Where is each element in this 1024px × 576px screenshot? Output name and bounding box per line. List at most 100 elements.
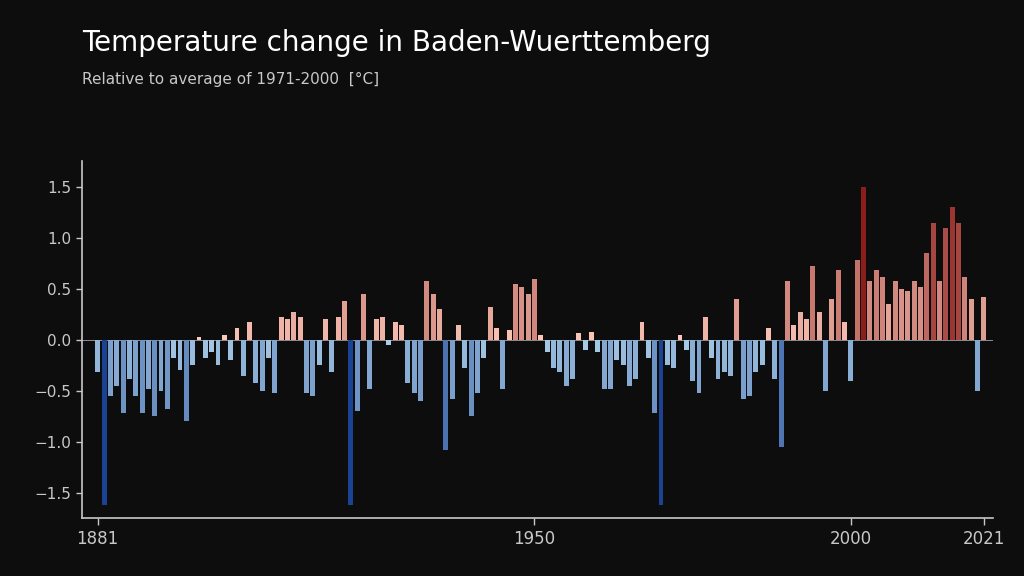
Bar bbox=[336, 317, 341, 340]
Bar bbox=[374, 320, 379, 340]
Bar bbox=[108, 340, 113, 396]
Bar bbox=[159, 340, 164, 391]
Bar bbox=[785, 281, 791, 340]
Bar bbox=[760, 340, 765, 365]
Bar bbox=[614, 340, 620, 360]
Bar bbox=[981, 297, 986, 340]
Bar bbox=[222, 335, 226, 340]
Bar bbox=[437, 309, 442, 340]
Bar bbox=[829, 299, 835, 340]
Bar bbox=[766, 328, 771, 340]
Bar bbox=[139, 340, 144, 414]
Bar bbox=[919, 287, 923, 340]
Bar bbox=[925, 253, 930, 340]
Bar bbox=[177, 340, 182, 370]
Bar bbox=[234, 328, 240, 340]
Bar bbox=[931, 222, 936, 340]
Bar bbox=[798, 312, 803, 340]
Bar bbox=[260, 340, 265, 391]
Bar bbox=[893, 281, 898, 340]
Bar bbox=[304, 340, 309, 393]
Bar bbox=[241, 340, 246, 376]
Bar bbox=[861, 187, 866, 340]
Bar bbox=[589, 332, 594, 340]
Bar bbox=[330, 340, 335, 373]
Bar bbox=[621, 340, 626, 365]
Bar bbox=[539, 335, 544, 340]
Bar bbox=[740, 340, 745, 399]
Bar bbox=[469, 340, 474, 416]
Bar bbox=[678, 335, 682, 340]
Bar bbox=[873, 271, 879, 340]
Bar bbox=[450, 340, 455, 399]
Bar bbox=[949, 207, 954, 340]
Bar bbox=[203, 340, 208, 358]
Text: Relative to average of 1971-2000  [°C]: Relative to average of 1971-2000 [°C] bbox=[82, 72, 379, 87]
Bar bbox=[463, 340, 467, 369]
Bar bbox=[412, 340, 417, 393]
Bar bbox=[153, 340, 157, 416]
Bar bbox=[115, 340, 119, 386]
Bar bbox=[266, 340, 271, 358]
Bar bbox=[197, 337, 202, 340]
Bar bbox=[456, 324, 461, 340]
Bar bbox=[792, 324, 797, 340]
Bar bbox=[487, 307, 493, 340]
Bar bbox=[551, 340, 556, 369]
Bar bbox=[475, 340, 480, 393]
Bar bbox=[285, 320, 290, 340]
Bar bbox=[658, 340, 664, 505]
Bar bbox=[525, 294, 530, 340]
Bar bbox=[728, 340, 733, 376]
Bar bbox=[842, 323, 847, 340]
Bar bbox=[298, 317, 303, 340]
Bar bbox=[272, 340, 278, 393]
Bar bbox=[633, 340, 638, 378]
Bar bbox=[577, 333, 582, 340]
Bar bbox=[595, 340, 600, 352]
Bar bbox=[292, 312, 296, 340]
Bar bbox=[95, 340, 100, 373]
Bar bbox=[354, 340, 359, 411]
Bar bbox=[342, 301, 347, 340]
Bar bbox=[127, 340, 132, 378]
Bar bbox=[640, 323, 644, 340]
Bar bbox=[316, 340, 322, 365]
Bar bbox=[424, 281, 429, 340]
Bar bbox=[911, 281, 916, 340]
Bar bbox=[228, 340, 233, 360]
Bar bbox=[608, 340, 612, 389]
Bar bbox=[690, 340, 695, 381]
Bar bbox=[171, 340, 176, 358]
Bar bbox=[545, 340, 550, 352]
Bar bbox=[563, 340, 568, 386]
Bar bbox=[899, 289, 904, 340]
Bar bbox=[254, 340, 258, 382]
Bar bbox=[710, 340, 714, 358]
Bar bbox=[481, 340, 486, 358]
Bar bbox=[748, 340, 752, 396]
Bar bbox=[975, 340, 980, 391]
Bar bbox=[601, 340, 606, 389]
Bar bbox=[247, 323, 252, 340]
Bar bbox=[943, 228, 948, 340]
Bar bbox=[779, 340, 783, 447]
Bar bbox=[519, 287, 524, 340]
Bar bbox=[406, 340, 411, 382]
Bar bbox=[380, 317, 385, 340]
Bar bbox=[880, 276, 885, 340]
Bar bbox=[646, 340, 651, 358]
Text: Temperature change in Baden-Wuerttemberg: Temperature change in Baden-Wuerttemberg bbox=[82, 29, 711, 57]
Bar bbox=[969, 299, 974, 340]
Bar bbox=[418, 340, 423, 401]
Bar bbox=[905, 291, 910, 340]
Bar bbox=[501, 340, 505, 389]
Bar bbox=[393, 323, 397, 340]
Bar bbox=[121, 340, 126, 414]
Bar bbox=[184, 340, 188, 422]
Bar bbox=[361, 294, 366, 340]
Bar bbox=[431, 294, 435, 340]
Bar bbox=[734, 299, 739, 340]
Bar bbox=[165, 340, 170, 409]
Bar bbox=[722, 340, 727, 373]
